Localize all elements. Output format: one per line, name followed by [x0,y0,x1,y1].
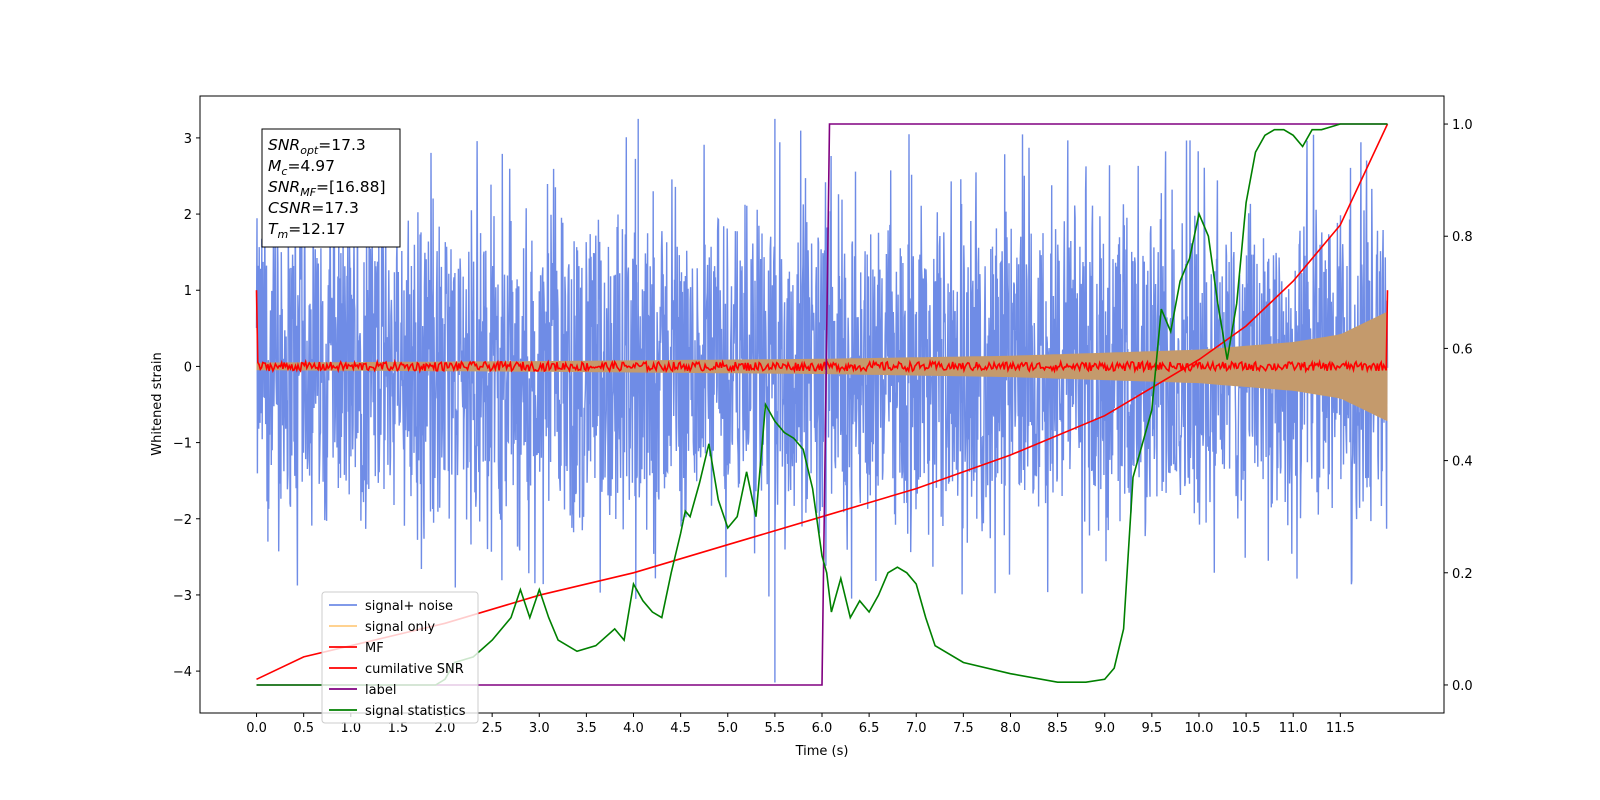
x-tick-label: 10.0 [1184,721,1213,736]
y-left-tick-label: −1 [173,437,192,452]
info-box: SNRopt=17.3Mc=4.97SNRMF=[16.88]CSNR=17.3… [261,128,401,248]
info-line: SNRopt=17.3 [268,136,366,157]
x-tick-label: 2.0 [435,721,456,736]
x-tick-label: 0.5 [293,721,314,736]
y-right-tick-label: 1.0 [1452,118,1473,133]
x-axis: 0.0 0.5 1.0 1.5 2.0 2.5 3.0 3.5 4.0 4.5 5.0 5.5 6.0 6… [246,713,1355,736]
x-tick-label: 1.0 [340,721,361,736]
info-line: Tm=12.17 [268,220,346,241]
info-line: SNRMF=[16.88] [268,178,386,199]
x-tick-label: 0.0 [246,721,267,736]
series-label [256,123,1388,686]
x-tick-label: 6.5 [859,721,880,736]
x-tick-label: 7.0 [906,721,927,736]
series-signal-noise [255,118,1389,683]
legend-label: cumilative SNR [365,662,464,677]
x-tick-label: 8.0 [1000,721,1021,736]
y-axis-left: 3 2 1 0 −1 −2 −3 −4 [173,132,200,680]
x-tick-label: 3.5 [576,721,597,736]
legend-label: signal+ noise [365,599,453,614]
x-tick-label: 11.5 [1326,721,1355,736]
y-left-tick-label: 1 [184,284,192,299]
y-right-tick-label: 0.0 [1452,679,1473,694]
legend-label: MF [365,641,384,656]
x-tick-label: 8.5 [1047,721,1068,736]
y-right-tick-label: 0.2 [1452,567,1473,582]
y-right-tick-label: 0.6 [1452,342,1473,357]
y-left-tick-label: 0 [184,360,192,375]
x-tick-label: 9.5 [1142,721,1163,736]
series-signal-statistics [256,123,1388,686]
x-tick-label: 5.5 [765,721,786,736]
legend-frame [321,591,479,724]
x-tick-label: 5.0 [717,721,738,736]
y-axis-label: Whitened strain [150,352,165,455]
x-tick-label: 6.0 [812,721,833,736]
info-line: CSNR=17.3 [268,199,359,217]
x-tick-label: 10.5 [1232,721,1261,736]
y-right-tick-label: 0.8 [1452,230,1473,245]
x-tick-label: 11.0 [1279,721,1308,736]
y-right-tick-label: 0.4 [1452,455,1473,470]
x-tick-label: 7.5 [953,721,974,736]
y-left-tick-label: −4 [173,665,192,680]
y-left-tick-label: 2 [184,208,192,223]
x-tick-label: 9.0 [1094,721,1115,736]
y-left-tick-label: 3 [184,132,192,147]
x-tick-label: 2.5 [482,721,503,736]
x-tick-label: 1.5 [388,721,409,736]
y-left-tick-label: −3 [173,589,192,604]
x-axis-label: Time (s) [795,744,849,759]
info-box-frame [261,128,401,248]
legend: signal+ noise signal only MF cumilative SNR… [321,591,479,724]
x-tick-label: 4.0 [623,721,644,736]
x-tick-label: 4.5 [670,721,691,736]
x-tick-label: 3.0 [529,721,550,736]
y-left-tick-label: −2 [173,513,192,528]
y-axis-right: 1.0 0.8 0.6 0.4 0.2 0.0 [1444,118,1473,694]
legend-label: signal only [365,620,435,635]
info-line: Mc=4.97 [268,157,335,178]
legend-label: signal statistics [365,704,466,719]
series-mf [255,290,1389,374]
legend-label: label [365,683,396,698]
